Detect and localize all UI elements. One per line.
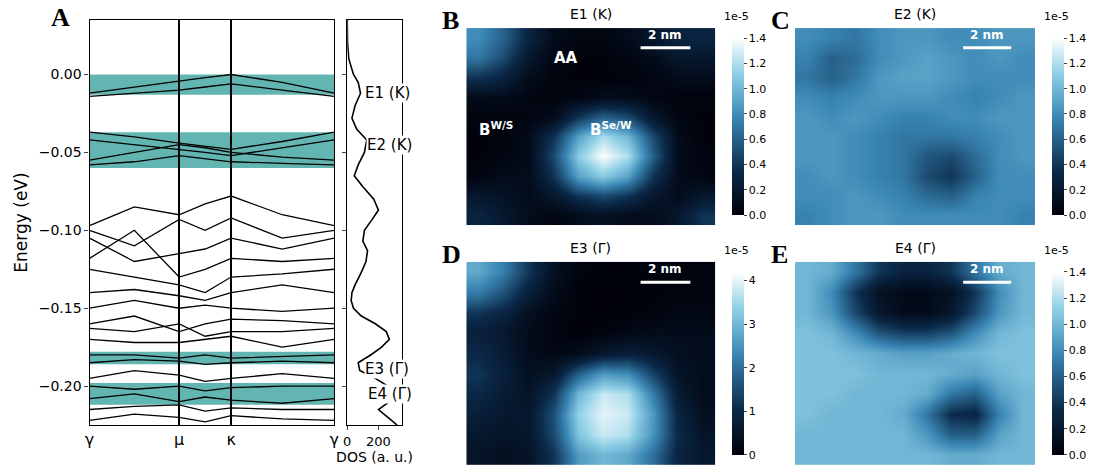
svg-text:AA: AA — [554, 49, 578, 67]
svg-text:B​Se/W​: B​Se/W​ — [590, 119, 632, 139]
svg-text:E1 (K): E1 (K) — [365, 84, 410, 102]
svg-text:B: B — [442, 6, 459, 35]
svg-text:1.0: 1.0 — [1069, 318, 1087, 331]
svg-text:C: C — [771, 6, 790, 35]
svg-text:0.0: 0.0 — [749, 209, 767, 222]
svg-text:−0.05: −0.05 — [39, 144, 82, 160]
svg-text:E2 (K): E2 (K) — [894, 6, 936, 22]
svg-text:E4 (Γ): E4 (Γ) — [368, 385, 412, 403]
svg-text:0.8: 0.8 — [1069, 108, 1087, 121]
svg-text:Energy (eV): Energy (eV) — [11, 172, 31, 272]
svg-text:1.4: 1.4 — [749, 32, 767, 45]
svg-text:0.00: 0.00 — [50, 66, 81, 82]
svg-text:4: 4 — [749, 274, 756, 287]
svg-text:1.2: 1.2 — [749, 57, 767, 70]
svg-text:1e-5: 1e-5 — [1044, 10, 1069, 23]
svg-text:E3 (Γ): E3 (Γ) — [570, 240, 611, 256]
svg-text:1.0: 1.0 — [1069, 83, 1087, 96]
svg-text:0.2: 0.2 — [1069, 423, 1087, 436]
svg-text:0.6: 0.6 — [749, 133, 767, 146]
svg-text:1: 1 — [749, 405, 756, 418]
svg-text:−0.10: −0.10 — [39, 222, 82, 238]
svg-text:200: 200 — [366, 434, 391, 449]
svg-text:0: 0 — [749, 449, 756, 462]
svg-text:0.4: 0.4 — [1069, 396, 1087, 409]
svg-text:1e-5: 1e-5 — [724, 244, 749, 257]
svg-text:E2 (K): E2 (K) — [367, 136, 412, 154]
svg-text:3: 3 — [749, 318, 756, 331]
svg-text:2 nm: 2 nm — [648, 28, 682, 42]
svg-text:E: E — [771, 240, 788, 269]
svg-text:0.8: 0.8 — [1069, 344, 1087, 357]
svg-text:2 nm: 2 nm — [970, 28, 1004, 42]
svg-text:0.2: 0.2 — [749, 184, 767, 197]
svg-text:0: 0 — [343, 434, 351, 449]
svg-text:0.4: 0.4 — [1069, 158, 1087, 171]
svg-text:1.2: 1.2 — [1069, 57, 1087, 70]
svg-text:B​W/S​: B​W/S​ — [479, 119, 513, 139]
svg-text:μ: μ — [174, 430, 184, 449]
svg-text:−0.15: −0.15 — [39, 300, 82, 316]
svg-text:1.4: 1.4 — [1069, 266, 1087, 279]
svg-text:2 nm: 2 nm — [648, 262, 682, 276]
svg-text:2: 2 — [749, 362, 756, 375]
svg-text:1e-5: 1e-5 — [1044, 244, 1069, 257]
svg-text:E1 (K): E1 (K) — [570, 6, 612, 22]
svg-text:0.4: 0.4 — [749, 158, 767, 171]
svg-text:E3 (Γ): E3 (Γ) — [365, 360, 409, 378]
svg-text:γ: γ — [85, 430, 94, 449]
svg-text:2 nm: 2 nm — [970, 262, 1004, 276]
svg-text:0.0: 0.0 — [1069, 449, 1087, 462]
svg-text:0.2: 0.2 — [1069, 184, 1087, 197]
svg-text:1.0: 1.0 — [749, 83, 767, 96]
svg-text:κ: κ — [226, 430, 236, 449]
svg-text:1.4: 1.4 — [1069, 32, 1087, 45]
svg-text:1e-5: 1e-5 — [724, 10, 749, 23]
svg-text:0.6: 0.6 — [1069, 370, 1087, 383]
svg-text:γ: γ — [329, 430, 338, 449]
svg-text:0.6: 0.6 — [1069, 133, 1087, 146]
svg-text:DOS (a. u.): DOS (a. u.) — [336, 449, 413, 465]
svg-text:0.8: 0.8 — [749, 108, 767, 121]
svg-text:A: A — [51, 3, 70, 32]
svg-text:1.2: 1.2 — [1069, 292, 1087, 305]
svg-text:−0.20: −0.20 — [39, 378, 82, 394]
svg-text:0.0: 0.0 — [1069, 209, 1087, 222]
svg-text:E4 (Γ): E4 (Γ) — [895, 240, 936, 256]
svg-text:D: D — [442, 240, 461, 269]
